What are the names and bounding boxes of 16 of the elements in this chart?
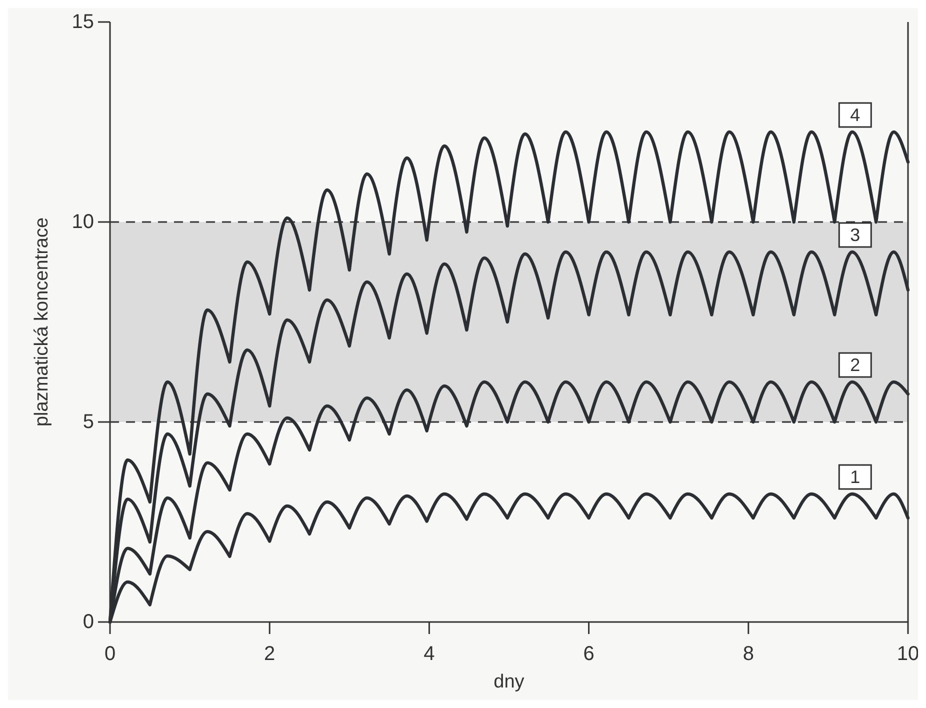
y-tick-label: 5 — [82, 411, 94, 433]
x-tick-label: 6 — [583, 643, 594, 665]
series-label: 4 — [850, 105, 860, 125]
x-axis-title: dny — [494, 672, 525, 692]
x-tick-label: 10 — [896, 643, 920, 665]
x-tick-label: 4 — [424, 643, 435, 665]
x-tick-label: 2 — [264, 643, 276, 665]
y-tick-label: 10 — [72, 211, 94, 233]
series-label: 2 — [850, 355, 860, 375]
series-label: 1 — [850, 467, 860, 487]
series-label: 3 — [850, 225, 860, 245]
x-tick-label: 8 — [742, 643, 754, 665]
x-tick-label: 0 — [104, 643, 116, 665]
y-tick-label: 0 — [82, 611, 94, 633]
y-tick-label: 15 — [72, 11, 94, 33]
y-axis-title: plazmatická koncentrace — [32, 217, 52, 427]
